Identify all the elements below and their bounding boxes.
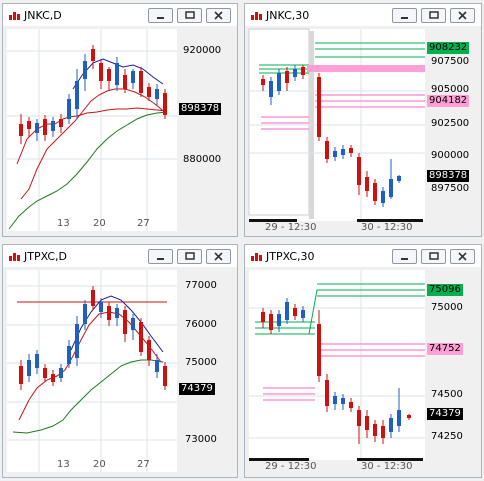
chart-icon [251, 252, 262, 261]
date-label: 20 [93, 218, 106, 229]
chart-window-jnkc-30min[interactable]: JNKC,30 [244, 3, 482, 237]
price-label: 880000 [183, 154, 222, 165]
price-label: 75000 [185, 357, 217, 368]
candles [19, 45, 167, 144]
session-bar [249, 458, 309, 461]
date-label: 20 [93, 459, 106, 470]
mid-band-tag: 74752 [427, 343, 463, 355]
chart-icon [8, 9, 21, 21]
window-titlebar[interactable]: JTPXC,30 [245, 245, 481, 267]
close-icon [458, 251, 467, 261]
chart-icon [251, 11, 262, 20]
price-label: 905000 [431, 84, 470, 95]
price-chart [249, 270, 425, 460]
price-label: 920000 [183, 45, 222, 56]
close-button[interactable] [206, 248, 231, 264]
price-chart [7, 270, 177, 472]
price-label: 900000 [431, 150, 470, 161]
chart-window-jnkc-daily[interactable]: JNKC,D [2, 3, 238, 237]
window-titlebar[interactable]: JTPXC,D [3, 245, 237, 267]
current-price-tag: 898378 [179, 103, 222, 115]
maximize-icon [184, 252, 195, 260]
time-label: 29 - 12:30 [265, 222, 317, 233]
price-label: 897500 [431, 183, 470, 194]
close-button[interactable] [450, 7, 475, 23]
maximize-button[interactable] [177, 7, 202, 23]
price-axis[interactable]: 75096 75000 74752 74500 74379 74250 [427, 270, 483, 460]
price-label: 76000 [185, 319, 217, 330]
chart-plot-area[interactable] [249, 270, 425, 460]
maximize-icon [428, 11, 439, 19]
session-bar [249, 219, 297, 222]
price-label: 74500 [431, 389, 463, 400]
window-title: JTPXC,30 [266, 249, 315, 263]
candles [19, 286, 167, 390]
chart-window-jtpxc-30min[interactable]: JTPXC,30 [244, 244, 482, 478]
chart-plot-area[interactable] [7, 29, 177, 231]
price-axis[interactable]: 908232 907500 905000 904182 902500 90000… [427, 29, 483, 221]
date-label: 27 [137, 459, 150, 470]
date-label: 13 [57, 218, 70, 229]
price-chart [248, 28, 425, 221]
maximize-button[interactable] [177, 248, 202, 264]
minimize-icon [157, 257, 164, 260]
price-label: 907500 [431, 56, 470, 67]
high-band-tag: 75096 [427, 284, 463, 296]
maximize-button[interactable] [421, 7, 446, 23]
price-axis[interactable]: 77000 76000 75000 74379 73000 [179, 270, 235, 472]
mid-band-tag: 904182 [427, 95, 470, 107]
price-label: 902500 [431, 118, 470, 129]
candles [261, 298, 411, 444]
session-bar [357, 219, 423, 222]
price-axis[interactable]: 920000 898378 880000 [179, 29, 235, 231]
window-titlebar[interactable]: JNKC,D [3, 4, 237, 26]
maximize-icon [184, 11, 195, 19]
window-title: JTPXC,D [24, 249, 67, 263]
minimize-icon [401, 16, 408, 19]
candles [261, 65, 401, 207]
minimize-button[interactable] [392, 7, 417, 23]
time-label: 29 - 12:30 [265, 461, 317, 472]
close-icon [458, 10, 467, 20]
minimize-button[interactable] [392, 248, 417, 264]
time-label: 30 - 12:30 [361, 222, 413, 233]
maximize-button[interactable] [421, 248, 446, 264]
chart-icon [9, 252, 20, 261]
price-label: 77000 [185, 280, 217, 291]
window-title: JNKC,D [24, 8, 62, 22]
date-label: 27 [137, 218, 150, 229]
time-label: 30 - 12:30 [361, 461, 413, 472]
session-bar [357, 458, 423, 461]
current-price-tag: 74379 [179, 383, 215, 395]
current-price-tag: 74379 [427, 408, 463, 420]
close-button[interactable] [450, 248, 475, 264]
minimize-icon [157, 16, 164, 19]
minimize-icon [401, 257, 408, 260]
high-band-tag: 908232 [427, 42, 470, 54]
window-titlebar[interactable]: JNKC,30 [245, 4, 481, 26]
window-title: JNKC,30 [266, 8, 310, 22]
minimize-button[interactable] [148, 248, 173, 264]
price-label: 74250 [431, 431, 463, 442]
current-price-tag: 898378 [427, 170, 470, 182]
price-label: 73000 [185, 434, 217, 445]
minimize-button[interactable] [148, 7, 173, 23]
date-label: 13 [57, 459, 70, 470]
chart-plot-area[interactable] [7, 270, 177, 472]
close-icon [214, 251, 223, 261]
price-label: 75000 [431, 302, 463, 313]
chart-window-jtpxc-daily[interactable]: JTPXC,D [2, 244, 238, 478]
maximize-icon [428, 252, 439, 260]
price-chart [7, 29, 177, 231]
close-icon [214, 10, 223, 20]
chart-plot-area[interactable] [248, 28, 425, 221]
close-button[interactable] [206, 7, 231, 23]
